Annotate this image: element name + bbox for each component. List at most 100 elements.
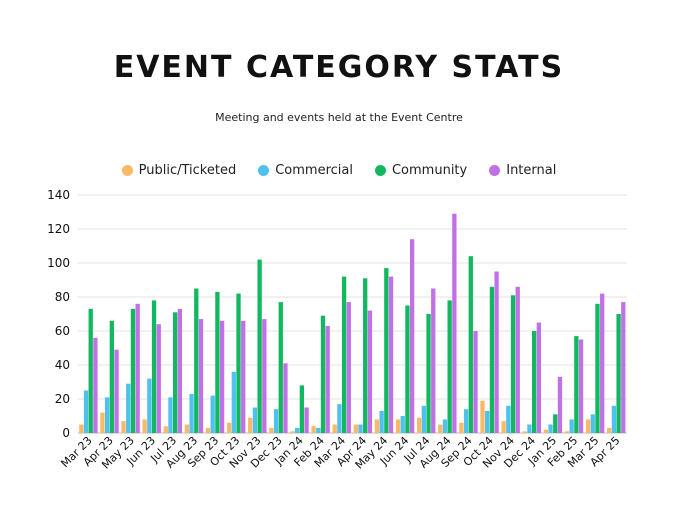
bar [379, 410, 384, 433]
bar [325, 325, 330, 433]
bar [431, 288, 436, 433]
legend-item-commercial[interactable]: Commercial [258, 163, 353, 178]
bar [447, 300, 452, 433]
bar [252, 407, 258, 433]
bar [130, 308, 136, 433]
y-tick-label: 120 [47, 222, 70, 236]
bar [210, 395, 215, 433]
bar [126, 383, 131, 433]
bar [295, 427, 300, 433]
y-tick-label: 140 [47, 188, 70, 202]
bar [417, 417, 422, 433]
legend-marker [258, 165, 270, 176]
y-tick-label: 100 [47, 256, 70, 270]
bar [595, 303, 600, 433]
bar [405, 305, 410, 433]
bar [506, 405, 511, 433]
bar [262, 319, 267, 433]
bar [590, 414, 595, 433]
bar [543, 429, 548, 433]
bar [283, 363, 288, 433]
bar [358, 424, 363, 433]
bar [163, 426, 168, 433]
bar [156, 324, 161, 433]
bar [219, 320, 225, 433]
bar [452, 213, 457, 433]
bar [290, 431, 295, 433]
bar [83, 390, 89, 433]
bar [548, 424, 553, 433]
bar [215, 291, 220, 433]
bar [557, 376, 563, 433]
bar [189, 393, 194, 433]
bar [341, 276, 347, 433]
legend-item-internal[interactable]: Internal [489, 163, 556, 178]
legend-item-public-ticketed[interactable]: Public/Ticketed [121, 163, 236, 178]
bar [489, 286, 495, 433]
bar [438, 424, 443, 433]
bar [135, 303, 140, 433]
legend-label: Community [391, 163, 468, 178]
legend-label: Commercial [275, 163, 353, 178]
bar [114, 349, 119, 433]
legend-marker [374, 165, 386, 176]
bar [231, 371, 236, 433]
bar [177, 308, 183, 433]
bar [320, 315, 326, 433]
legend-marker [489, 165, 501, 176]
bar [553, 414, 558, 433]
bar [121, 421, 126, 433]
bar [93, 337, 98, 433]
bar [194, 288, 199, 433]
bar [442, 419, 448, 433]
bar [611, 405, 617, 433]
bar [621, 302, 626, 433]
bar [463, 409, 469, 433]
bar [104, 397, 110, 433]
bar [168, 397, 173, 433]
bar [173, 312, 178, 433]
bar [198, 319, 204, 433]
bar [205, 427, 211, 433]
bar [395, 419, 401, 433]
bar [363, 278, 368, 433]
y-tick-label: 20 [55, 392, 70, 406]
bar [273, 409, 279, 433]
bar [569, 419, 574, 433]
bar [374, 419, 380, 433]
bar [564, 431, 570, 433]
bar [607, 427, 612, 433]
bar [151, 300, 157, 433]
y-tick-label: 40 [55, 358, 70, 372]
chart-title: EVENT CATEGORY STATS [113, 50, 565, 85]
bar [616, 314, 621, 433]
bar [480, 400, 485, 433]
bar [531, 331, 537, 433]
chart-legend: Public/Ticketed Commercial Community Int… [0, 163, 678, 178]
legend-item-community[interactable]: Community [374, 163, 468, 178]
bar [100, 412, 105, 433]
bar [574, 336, 579, 433]
bar [79, 424, 84, 433]
bar [147, 378, 152, 433]
bar [184, 424, 190, 433]
chart-subtitle: Meeting and events held at the Event Cen… [215, 111, 463, 124]
bar [515, 286, 520, 433]
bar [88, 308, 93, 433]
y-tick-label: 60 [55, 324, 70, 338]
bar [236, 293, 241, 433]
bar [510, 295, 516, 433]
bar [494, 271, 499, 433]
bar [304, 407, 309, 433]
bar [600, 293, 605, 433]
y-tick-label: 80 [55, 290, 70, 304]
bar [421, 405, 427, 433]
bar [409, 239, 415, 433]
bar [316, 427, 321, 433]
bar [241, 320, 246, 433]
bar [384, 268, 389, 433]
bar [353, 424, 358, 433]
bar [400, 416, 405, 433]
bar [367, 310, 373, 433]
